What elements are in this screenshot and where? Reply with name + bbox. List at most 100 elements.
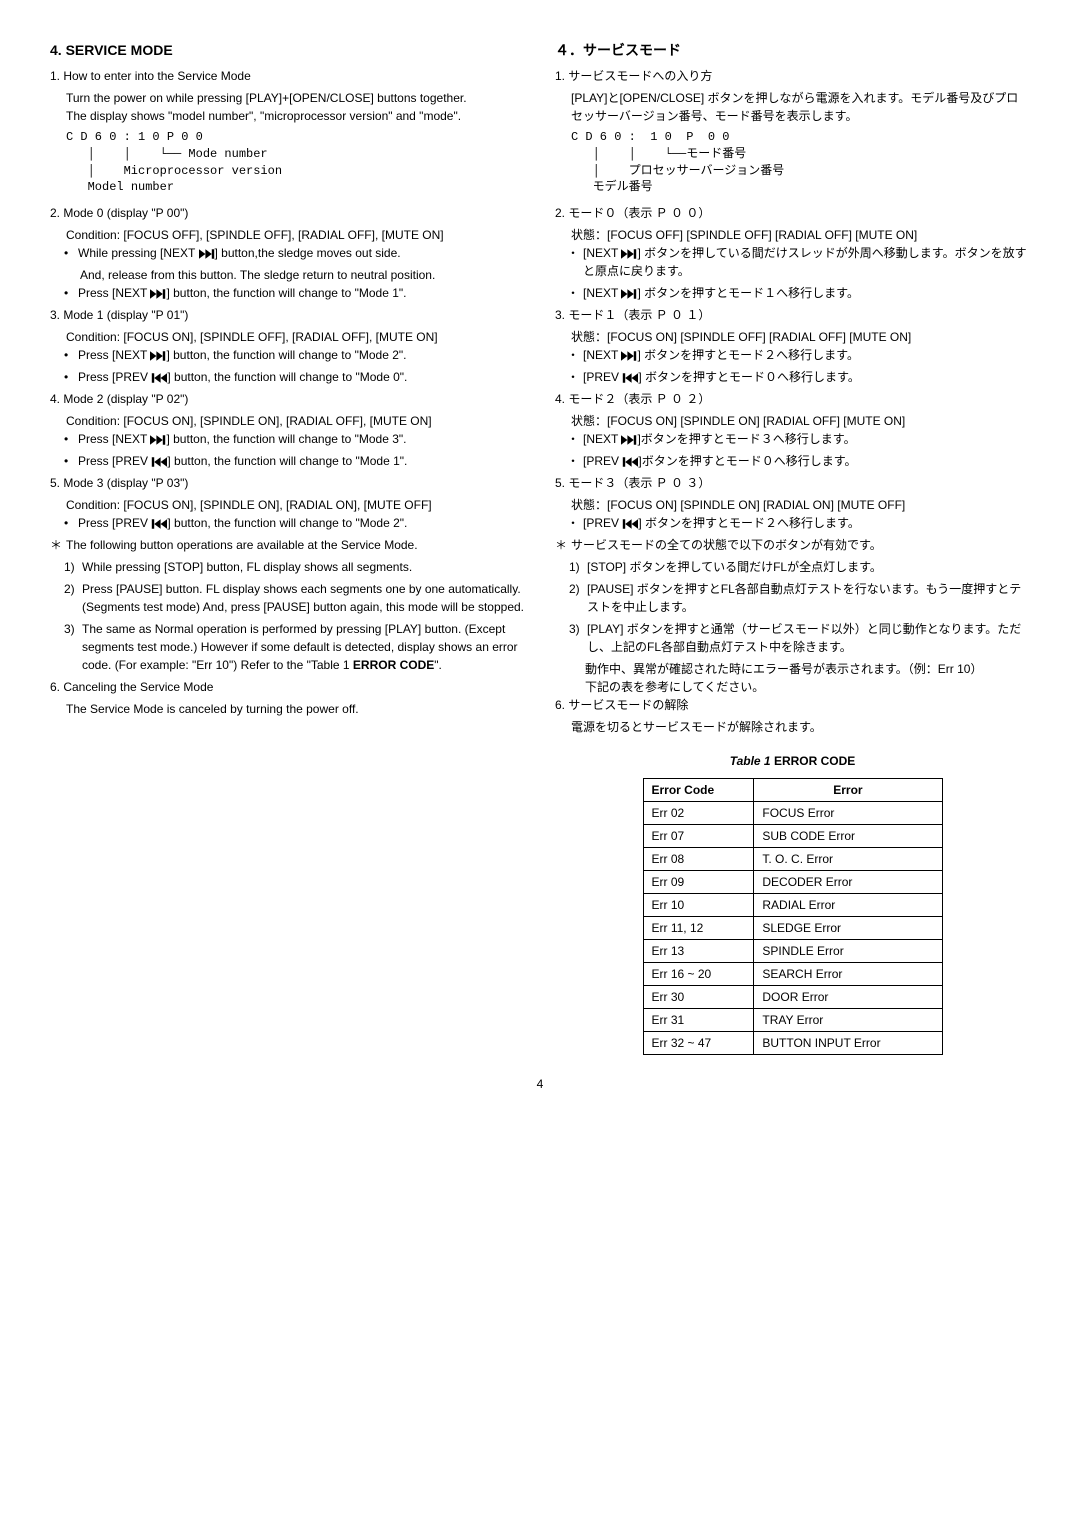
right-l1: モード番号 <box>686 147 746 161</box>
cell-error: DOOR Error <box>754 986 942 1009</box>
prev-icon <box>151 457 167 467</box>
right-l2: プロセッサーバージョン番号 <box>629 164 785 178</box>
left-s2-title: 2. Mode 0 (display "P 00") <box>50 204 525 222</box>
left-l3: Model number <box>88 180 174 194</box>
left-l2: Microprocessor version <box>124 164 282 178</box>
right-sub2: 2)[PAUSE] ボタンを押すとFL各部自動点灯テストを行ないます。もう一度押… <box>555 580 1030 616</box>
cell-code: Err 09 <box>643 871 754 894</box>
left-display-diagram: C D 6 0 : 1 0 P 0 0 │ │ └── Mode number … <box>66 129 525 196</box>
right-display-diagram: C D 6 0 : 1 0 P 0 0 │ │ └──モード番号 │ プロセッサ… <box>571 129 1030 196</box>
table-row: Err 32 ~ 47BUTTON INPUT Error <box>643 1032 942 1055</box>
table-header-row: Error Code Error <box>643 779 942 802</box>
left-s2-b1: While pressing [NEXT ] button,the sledge… <box>50 244 525 262</box>
left-sub1: 1)While pressing [STOP] button, FL displ… <box>50 558 525 576</box>
error-code-table: Error Code Error Err 02FOCUS ErrorErr 07… <box>643 778 943 1055</box>
left-l1: Mode number <box>188 147 267 161</box>
right-s2-title: 2. モード０（表示 Ｐ ０ ０） <box>555 204 1030 222</box>
left-s1-title: 1. How to enter into the Service Mode <box>50 67 525 85</box>
next-icon <box>621 435 637 445</box>
right-s2-cond: 状態：[FOCUS OFF] [SPINDLE OFF] [RADIAL OFF… <box>555 226 1030 244</box>
table-row: Err 16 ~ 20SEARCH Error <box>643 963 942 986</box>
prev-icon <box>622 519 638 529</box>
cell-code: Err 08 <box>643 848 754 871</box>
prev-icon <box>151 373 167 383</box>
cell-error: SUB CODE Error <box>754 825 942 848</box>
table-row: Err 30DOOR Error <box>643 986 942 1009</box>
left-s3-b2: Press [PREV ] button, the function will … <box>50 368 525 386</box>
left-s6-p: The Service Mode is canceled by turning … <box>50 700 525 718</box>
right-s6-title: 6. サービスモードの解除 <box>555 696 1030 714</box>
left-s3-title: 3. Mode 1 (display "P 01") <box>50 306 525 324</box>
right-sub3: 3)[PLAY] ボタンを押すと通常（サービスモード以外）と同じ動作となります。… <box>555 620 1030 656</box>
right-s3-b1: [NEXT ] ボタンを押すとモード２へ移行します。 <box>555 346 1030 364</box>
cell-error: SEARCH Error <box>754 963 942 986</box>
table-row: Err 31TRAY Error <box>643 1009 942 1032</box>
cell-code: Err 02 <box>643 802 754 825</box>
left-s2-b1c: And, release from this button. The sledg… <box>50 266 525 284</box>
cell-code: Err 10 <box>643 894 754 917</box>
right-s6-p: 電源を切るとサービスモードが解除されます。 <box>555 718 1030 736</box>
prev-icon <box>622 457 638 467</box>
next-icon <box>150 351 166 361</box>
cell-code: Err 31 <box>643 1009 754 1032</box>
right-star: サービスモードの全ての状態で以下のボタンが有効です。 <box>555 536 1030 554</box>
right-column: ４．サービスモード 1. サービスモードへの入り方 [PLAY]と[OPEN/C… <box>555 40 1030 1055</box>
cell-code: Err 16 ~ 20 <box>643 963 754 986</box>
left-s5-title: 5. Mode 3 (display "P 03") <box>50 474 525 492</box>
two-column-layout: 4. SERVICE MODE 1. How to enter into the… <box>50 40 1030 1055</box>
left-column: 4. SERVICE MODE 1. How to enter into the… <box>50 40 525 1055</box>
right-s1-p1: [PLAY]と[OPEN/CLOSE] ボタンを押しながら電源を入れます。モデル… <box>555 89 1030 125</box>
next-icon <box>199 249 215 259</box>
left-s5-cond: Condition: [FOCUS ON], [SPINDLE ON], [RA… <box>50 496 525 514</box>
right-s2-b1: [NEXT ] ボタンを押している間だけスレッドが外周へ移動します。ボタンを放す… <box>555 244 1030 280</box>
table-row: Err 08T. O. C. Error <box>643 848 942 871</box>
right-s1-title: 1. サービスモードへの入り方 <box>555 67 1030 85</box>
left-s4-cond: Condition: [FOCUS ON], [SPINDLE ON], [RA… <box>50 412 525 430</box>
cell-code: Err 07 <box>643 825 754 848</box>
table-caption: Table 1 ERROR CODE <box>730 752 856 770</box>
left-code: C D 6 0 : 1 0 P 0 0 <box>66 130 203 144</box>
left-s4-title: 4. Mode 2 (display "P 02") <box>50 390 525 408</box>
cell-error: TRAY Error <box>754 1009 942 1032</box>
right-sub3c: 下記の表を参考にしてください。 <box>555 678 1030 696</box>
left-s6-title: 6. Canceling the Service Mode <box>50 678 525 696</box>
next-icon <box>150 289 166 299</box>
right-s5-b1: [PREV ] ボタンを押すとモード２へ移行します。 <box>555 514 1030 532</box>
right-s5-cond: 状態：[FOCUS ON] [SPINDLE ON] [RADIAL ON] [… <box>555 496 1030 514</box>
table-row: Err 07SUB CODE Error <box>643 825 942 848</box>
right-s4-b2: [PREV ]ボタンを押すとモード０へ移行します。 <box>555 452 1030 470</box>
right-s4-b1: [NEXT ]ボタンを押すとモード３へ移行します。 <box>555 430 1030 448</box>
left-s1-p1: Turn the power on while pressing [PLAY]+… <box>50 89 525 107</box>
right-s5-title: 5. モード３（表示 Ｐ ０ ３） <box>555 474 1030 492</box>
table-row: Err 09DECODER Error <box>643 871 942 894</box>
next-icon <box>621 249 637 259</box>
right-code: C D 6 0 : 1 0 P 0 0 <box>571 130 729 144</box>
right-s3-b2: [PREV ] ボタンを押すとモード０へ移行します。 <box>555 368 1030 386</box>
table-row: Err 10RADIAL Error <box>643 894 942 917</box>
left-s3-b1: Press [NEXT ] button, the function will … <box>50 346 525 364</box>
right-s3-cond: 状態：[FOCUS ON] [SPINDLE OFF] [RADIAL OFF]… <box>555 328 1030 346</box>
left-sub3: 3)The same as Normal operation is perfor… <box>50 620 525 674</box>
left-s2-b2: Press [NEXT ] button, the function will … <box>50 284 525 302</box>
right-sub1: 1)[STOP] ボタンを押している間だけFLが全点灯します。 <box>555 558 1030 576</box>
cell-code: Err 11, 12 <box>643 917 754 940</box>
next-icon <box>621 351 637 361</box>
left-heading: 4. SERVICE MODE <box>50 40 525 61</box>
left-s2-cond: Condition: [FOCUS OFF], [SPINDLE OFF], [… <box>50 226 525 244</box>
cell-error: SLEDGE Error <box>754 917 942 940</box>
error-table-wrap: Table 1 ERROR CODE Error Code Error Err … <box>555 746 1030 1055</box>
right-sub3b: 動作中、異常が確認された時にエラー番号が表示されます。（例：Err 10） <box>555 660 1030 678</box>
left-s4-b1: Press [NEXT ] button, the function will … <box>50 430 525 448</box>
cell-error: FOCUS Error <box>754 802 942 825</box>
cell-error: BUTTON INPUT Error <box>754 1032 942 1055</box>
cell-code: Err 13 <box>643 940 754 963</box>
prev-icon <box>151 519 167 529</box>
next-icon <box>150 435 166 445</box>
left-sub2: 2)Press [PAUSE] button. FL display shows… <box>50 580 525 616</box>
cell-error: T. O. C. Error <box>754 848 942 871</box>
next-icon <box>621 289 637 299</box>
cell-code: Err 32 ~ 47 <box>643 1032 754 1055</box>
left-star: The following button operations are avai… <box>50 536 525 554</box>
table-row: Err 02FOCUS Error <box>643 802 942 825</box>
left-s1-p2: The display shows "model number", "micro… <box>50 107 525 125</box>
